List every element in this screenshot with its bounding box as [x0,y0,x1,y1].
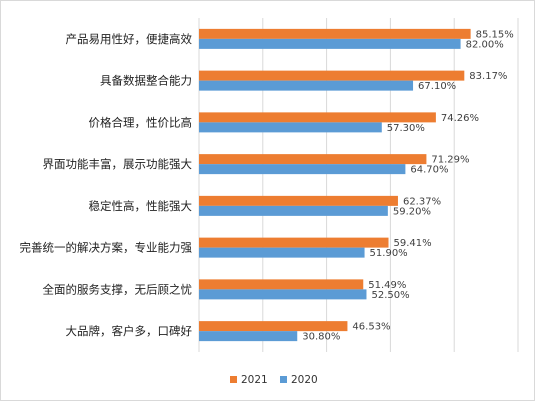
data-label: 74.26% [441,113,479,124]
bar-2021 [199,321,348,332]
bar-2021 [199,154,427,165]
data-label: 52.50% [371,290,409,301]
data-label: 46.53% [352,322,390,333]
bar-2020 [199,164,406,175]
data-label: 30.80% [302,332,340,343]
bar-2021 [199,112,436,123]
category-label: 价格合理，性价比高 [89,115,193,129]
data-label: 51.90% [370,248,408,259]
legend-label: 2021 [241,374,268,386]
bar-2021 [199,28,471,39]
category-label: 具备数据整合能力 [100,74,192,88]
data-label: 85.15% [476,29,514,40]
legend-swatch-2020 [280,376,287,383]
category-label: 全面的服务支撑，无后顾之忧 [43,282,193,296]
data-label: 57.30% [387,123,425,134]
data-label: 59.20% [393,206,431,217]
data-label: 83.17% [469,71,507,82]
data-label: 62.37% [403,196,441,207]
bar-2020 [199,331,298,342]
data-label: 82.00% [466,39,504,50]
bar-2020 [199,80,414,91]
legend-label: 2020 [291,374,318,386]
category-label: 完善统一的解决方案，专业能力强 [20,241,193,255]
bar-2020 [199,247,365,258]
bar-2020 [199,205,388,216]
data-label: 64.70% [410,165,448,176]
category-label: 大品牌，客户多，口碑好 [66,324,193,338]
data-label: 59.41% [394,238,432,249]
category-label: 稳定性高，性能强大 [89,199,193,213]
bar-2021 [199,70,465,81]
legend-swatch-2021 [230,376,237,383]
bar-2020 [199,122,382,133]
bar-2020 [199,289,367,300]
bar-2021 [199,279,364,290]
bar-2020 [199,38,461,49]
data-label: 51.49% [368,280,406,291]
data-label: 71.29% [431,155,469,166]
bar-2021 [199,195,398,206]
category-label: 界面功能丰富，展示功能强大 [43,157,193,171]
bar-2021 [199,237,389,248]
category-label: 产品易用性好，便捷高效 [66,32,193,46]
data-label: 67.10% [418,81,456,92]
